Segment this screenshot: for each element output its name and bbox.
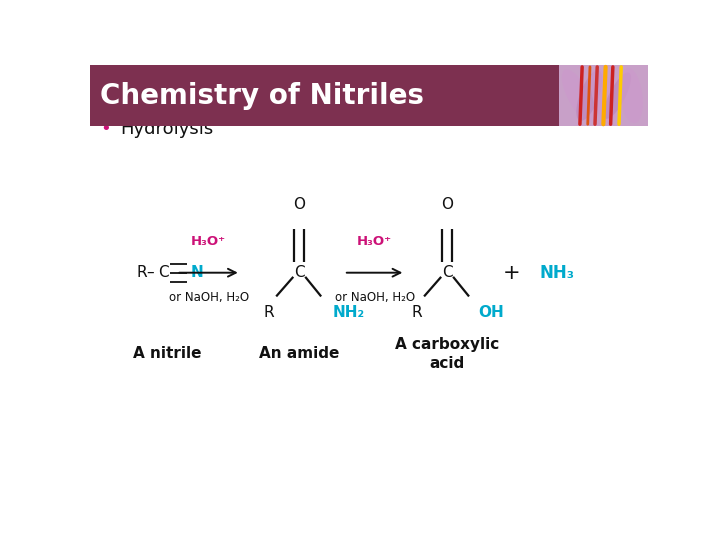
- Text: N: N: [191, 265, 204, 280]
- Text: Chemistry of Nitriles: Chemistry of Nitriles: [100, 82, 424, 110]
- Text: C: C: [294, 265, 305, 280]
- Text: C: C: [442, 265, 452, 280]
- Text: Hydrolysis: Hydrolysis: [121, 120, 214, 138]
- Text: –: –: [146, 265, 154, 280]
- FancyBboxPatch shape: [559, 65, 648, 126]
- Ellipse shape: [576, 70, 603, 121]
- Ellipse shape: [562, 70, 595, 122]
- Ellipse shape: [590, 68, 616, 123]
- Text: or NaOH, H₂O: or NaOH, H₂O: [335, 291, 415, 304]
- Text: A carboxylic
acid: A carboxylic acid: [395, 337, 499, 370]
- Text: or NaOH, H₂O: or NaOH, H₂O: [168, 291, 248, 304]
- Text: H₃O⁺: H₃O⁺: [357, 235, 392, 248]
- Text: NH₂: NH₂: [333, 305, 365, 320]
- Text: R: R: [264, 305, 274, 320]
- Text: C: C: [158, 265, 168, 280]
- Text: R: R: [136, 265, 147, 280]
- Text: OH: OH: [478, 305, 503, 320]
- Text: •: •: [100, 120, 111, 138]
- Text: A nitrile: A nitrile: [132, 346, 202, 361]
- Text: An amide: An amide: [259, 346, 339, 361]
- FancyBboxPatch shape: [90, 65, 648, 126]
- Text: O: O: [293, 197, 305, 212]
- Text: O: O: [441, 197, 453, 212]
- Ellipse shape: [603, 72, 631, 119]
- Ellipse shape: [620, 68, 643, 123]
- Text: +: +: [503, 262, 520, 283]
- Text: R: R: [411, 305, 422, 320]
- Text: H₃O⁺: H₃O⁺: [191, 235, 226, 248]
- Text: NH₃: NH₃: [539, 264, 574, 282]
